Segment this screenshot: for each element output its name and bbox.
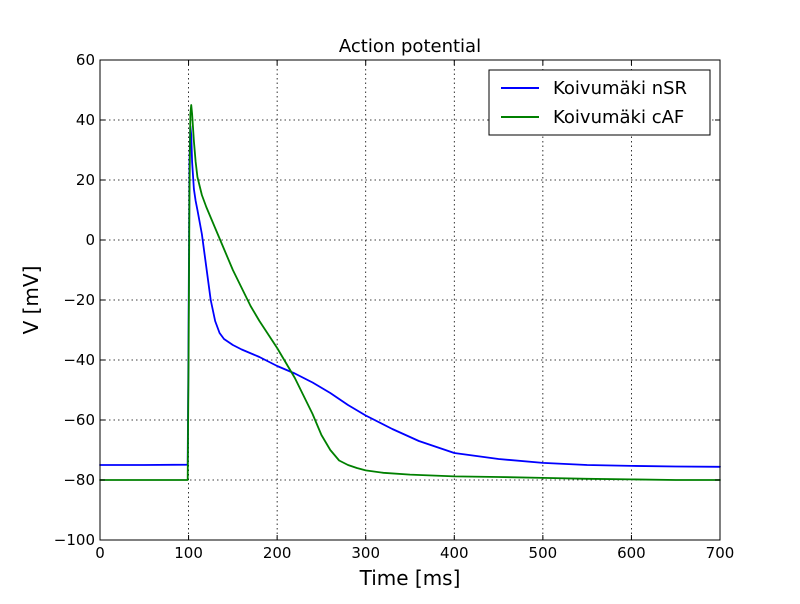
x-tick-label: 700 <box>706 544 735 562</box>
y-tick-label: −80 <box>63 471 95 489</box>
legend: Koivumäki nSR Koivumäki cAF <box>488 69 711 136</box>
x-tick-label: 0 <box>95 544 105 562</box>
legend-box <box>488 69 711 136</box>
x-tick-label: 200 <box>263 544 292 562</box>
legend-label-1: Koivumäki cAF <box>553 107 684 128</box>
y-tick-label: −20 <box>63 291 95 309</box>
y-tick-label: 40 <box>76 111 95 129</box>
chart-title: Action potential <box>339 36 481 57</box>
series-lines <box>99 104 721 481</box>
y-tick-label: −100 <box>54 531 95 549</box>
y-tick-label: −40 <box>63 351 95 369</box>
series-line-0 <box>99 125 721 468</box>
x-tick-label: 300 <box>351 544 380 562</box>
y-tick-label: 60 <box>76 51 95 69</box>
legend-label-0: Koivumäki nSR <box>553 78 687 99</box>
x-tick-label: 400 <box>440 544 469 562</box>
y-tick-label: 20 <box>76 171 95 189</box>
series-line-1 <box>99 104 721 481</box>
x-tick-label: 500 <box>529 544 558 562</box>
ticks: 0 100 200 300 400 500 600 700 −100 −80 −60 −40 −20 0 2… <box>54 51 735 562</box>
x-tick-label: 100 <box>174 544 203 562</box>
x-tick-label: 600 <box>617 544 646 562</box>
y-tick-label: −60 <box>63 411 95 429</box>
y-axis-label: V [mV] <box>19 266 43 335</box>
y-tick-label: 0 <box>85 231 95 249</box>
x-axis-label: Time [ms] <box>359 566 461 590</box>
